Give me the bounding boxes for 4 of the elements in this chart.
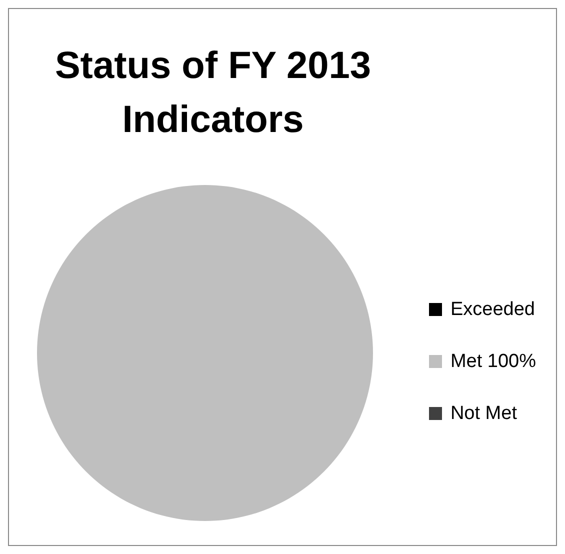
legend-label: Met 100% bbox=[450, 351, 536, 372]
legend-label: Exceeded bbox=[450, 299, 535, 320]
chart-title: Status of FY 2013 Indicators bbox=[54, 44, 372, 143]
legend-label: Not Met bbox=[450, 403, 517, 424]
